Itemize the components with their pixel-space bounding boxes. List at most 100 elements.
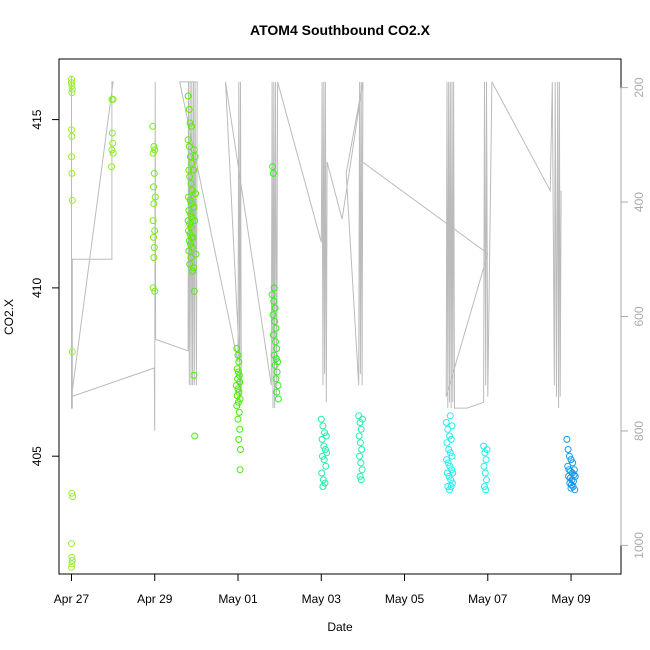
chart-title: ATOM4 Southbound CO2.X [250, 22, 431, 38]
data-point-8-16 [444, 483, 452, 490]
data-point-3-28 [187, 254, 195, 262]
right-tick-label-0: 200 [632, 77, 646, 97]
data-point-7-8 [358, 466, 366, 474]
data-point-2-3 [149, 149, 157, 157]
data-point-5-12 [270, 351, 278, 359]
x-tick-label-1: Apr 29 [137, 592, 173, 606]
data-point-10-3 [567, 456, 575, 464]
data-point-2-8 [149, 217, 157, 225]
right-axis: 200 400 600 800 1000 [620, 77, 646, 559]
data-point-8-7 [448, 452, 456, 460]
data-point-0-4 [68, 89, 76, 97]
data-point-0-7 [68, 153, 75, 161]
data-point-8-2 [446, 432, 453, 440]
data-point-0-13 [68, 540, 75, 548]
data-point-0-2 [68, 82, 76, 90]
data-point-6-0 [317, 415, 325, 423]
data-point-10-10 [565, 472, 572, 480]
data-point-6-12 [319, 483, 327, 490]
data-point-6-2 [321, 429, 329, 437]
data-point-4-1 [234, 351, 242, 359]
data-point-7-3 [355, 432, 363, 440]
data-point-8-4 [443, 439, 451, 447]
data-point-9-7 [482, 486, 490, 494]
data-point-1-6 [109, 149, 117, 157]
data-point-8-3 [447, 435, 455, 443]
data-point-4-12 [236, 395, 244, 403]
data-point-2-4 [150, 169, 158, 177]
data-point-3-2 [186, 119, 194, 127]
data-point-3-36 [191, 217, 199, 225]
data-point-5-15 [271, 361, 279, 369]
data-point-10-15 [568, 481, 575, 489]
data-point-5-10 [272, 338, 279, 346]
data-point-3-21 [185, 227, 192, 235]
data-point-3-37 [189, 233, 197, 241]
data-point-4-20 [236, 466, 244, 474]
data-point-10-17 [571, 486, 579, 494]
data-point-7-7 [357, 459, 365, 467]
data-point-8-12 [443, 469, 451, 477]
data-point-0-6 [68, 132, 76, 140]
data-point-6-5 [321, 446, 329, 453]
data-point-3-3 [187, 122, 195, 130]
y-tick-label-2: 415 [30, 109, 44, 129]
data-point-6-7 [320, 456, 328, 464]
data-point-8-10 [446, 462, 454, 470]
right-tick-label-1: 400 [632, 192, 646, 212]
data-point-0-14 [68, 553, 76, 561]
data-point-2-6 [151, 193, 159, 201]
data-point-4-19 [237, 446, 244, 453]
data-point-8-21 [448, 422, 456, 430]
data-point-6-11 [321, 479, 329, 487]
data-point-8-20 [446, 412, 454, 420]
data-point-6-4 [320, 442, 328, 450]
right-tick-label-2: 600 [632, 306, 646, 326]
data-point-3-16 [187, 210, 194, 218]
data-point-4-0 [233, 345, 241, 352]
data-point-9-5 [483, 476, 490, 484]
data-point-3-18 [184, 217, 192, 225]
data-point-7-4 [356, 439, 364, 447]
data-point-2-7 [150, 200, 158, 208]
y-tick-label-0: 405 [30, 446, 44, 466]
data-point-2-11 [150, 244, 158, 251]
data-point-9-8 [483, 446, 491, 453]
data-point-5-0 [269, 163, 277, 171]
data-point-3-19 [186, 220, 194, 228]
data-point-3-34 [192, 190, 199, 198]
data-point-7-6 [356, 452, 364, 460]
data-point-3-4 [184, 136, 192, 144]
data-point-4-17 [236, 425, 244, 433]
data-point-7-11 [359, 415, 366, 423]
data-point-6-6 [319, 452, 326, 460]
data-point-3-5 [185, 143, 193, 150]
data-point-3-7 [188, 159, 196, 167]
x-tick-label-6: May 09 [551, 592, 591, 606]
data-point-4-4 [234, 368, 242, 376]
data-point-8-0 [442, 419, 450, 426]
data-point-2-9 [151, 227, 159, 235]
data-point-6-13 [322, 432, 330, 440]
data-point-1-1 [109, 95, 117, 103]
data-point-5-7 [271, 318, 279, 325]
data-point-0-16 [68, 560, 76, 568]
data-point-0-3 [68, 85, 76, 93]
right-tick-label-3: 800 [632, 421, 646, 441]
data-point-3-35 [190, 203, 198, 211]
data-point-10-16 [569, 483, 577, 490]
data-point-5-17 [272, 375, 280, 383]
data-point-8-5 [445, 446, 453, 453]
data-point-3-38 [192, 250, 200, 258]
data-point-8-17 [446, 486, 453, 494]
data-point-8-8 [443, 456, 451, 464]
data-point-7-9 [356, 472, 364, 480]
data-point-0-17 [68, 563, 75, 571]
data-point-3-39 [190, 264, 197, 272]
data-point-0-12 [69, 493, 77, 501]
data-point-3-40 [190, 287, 198, 295]
data-point-10-4 [569, 459, 577, 467]
data-point-2-2 [151, 146, 159, 154]
data-point-3-27 [185, 247, 193, 255]
